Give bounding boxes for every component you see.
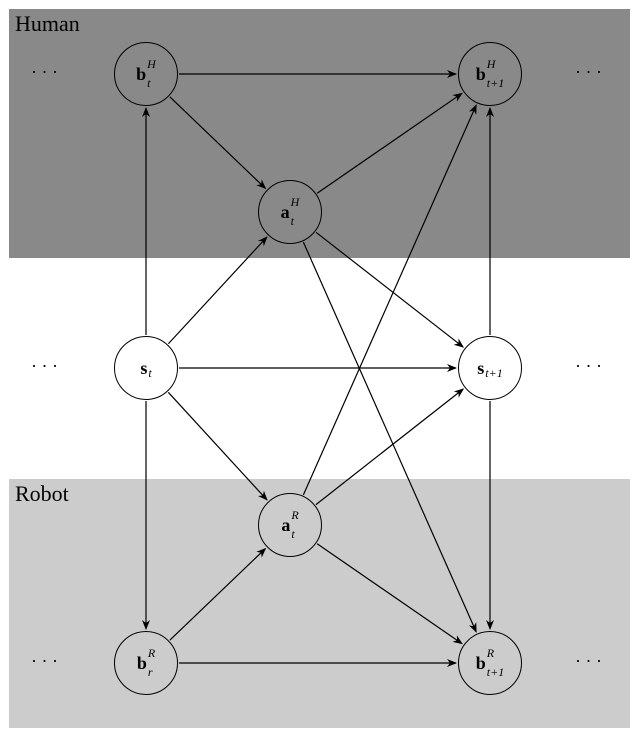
node-label-aHt: aHt — [281, 202, 300, 223]
node-bHt: bHt — [114, 42, 178, 106]
ellipsis-2: · · · — [31, 356, 58, 377]
region-label-human: Human — [15, 11, 80, 37]
node-label-bHt1: bHt+1 — [476, 64, 504, 85]
node-aRt: aRt — [258, 493, 322, 557]
ellipsis-3: · · · — [575, 356, 602, 377]
node-st1: st+1 — [458, 336, 522, 400]
region-label-robot: Robot — [15, 481, 69, 507]
node-label-bHt: bHt — [136, 64, 156, 85]
node-bHt1: bHt+1 — [458, 42, 522, 106]
node-label-st: st — [140, 358, 151, 379]
node-aHt: aHt — [258, 180, 322, 244]
node-label-bRr: bRr — [137, 653, 155, 674]
node-bRr: bRr — [114, 631, 178, 695]
ellipsis-1: · · · — [575, 62, 602, 83]
ellipsis-5: · · · — [575, 651, 602, 672]
ellipsis-4: · · · — [31, 651, 58, 672]
node-label-aRt: aRt — [281, 515, 298, 536]
ellipsis-0: · · · — [31, 62, 58, 83]
node-bRt1: bRt+1 — [458, 631, 522, 695]
node-st: st — [114, 336, 178, 400]
node-label-bRt1: bRt+1 — [476, 653, 504, 674]
node-label-st1: st+1 — [477, 358, 502, 379]
